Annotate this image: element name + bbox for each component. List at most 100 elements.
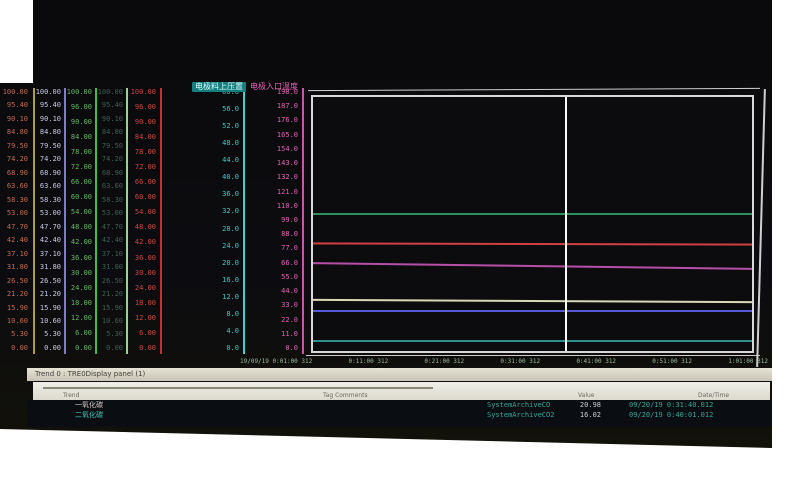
axis-tick-label: 66.0 xyxy=(281,258,298,267)
axis-header-electrode-inlet-temp[interactable]: 电极入口温度 xyxy=(250,82,298,91)
axis-tick-label: 96.00 xyxy=(70,103,92,112)
axis-tick-label: 68.90 xyxy=(6,168,28,177)
axis-tick-label: 10.60 xyxy=(39,316,61,325)
axis-tick-label: 72.00 xyxy=(134,163,156,172)
axis-tick-label: 26.50 xyxy=(6,276,28,285)
axis-tick-label: 31.80 xyxy=(6,263,28,272)
axis-tick-label: 42.00 xyxy=(70,238,92,247)
axis-tick-label: 44.0 xyxy=(222,156,239,165)
axis-tick-label: 54.00 xyxy=(134,208,156,217)
legend-header-trend: Trend xyxy=(63,392,80,399)
axis-tick-label: 33.0 xyxy=(281,301,298,310)
axis-tick-label: 132.0 xyxy=(276,173,298,182)
legend-tag-name: 二氧化碳 xyxy=(75,411,103,419)
axis-tick-label: 58.30 xyxy=(39,195,61,204)
axis-tick-label: 110.0 xyxy=(276,201,298,210)
axis-tick-label: 84.80 xyxy=(39,128,61,137)
axis-tick-label: 11.0 xyxy=(281,329,298,338)
time-axis-label: 0:31:00 312 xyxy=(500,358,541,365)
axis-tick-label: 42.40 xyxy=(101,236,123,245)
time-axis-label: 1:01:00 312 xyxy=(728,358,768,365)
axis-tick-label: 154.0 xyxy=(276,144,298,153)
axis-tick-label: 15.90 xyxy=(101,303,123,312)
trend-cursor-line[interactable] xyxy=(565,97,567,351)
axis-tick-label: 78.00 xyxy=(134,148,156,157)
plot-window-right-edge xyxy=(756,89,766,367)
axis-tick-label: 32.0 xyxy=(222,207,239,216)
axis-tick-label: 12.00 xyxy=(70,313,92,322)
axis-tick-label: 21.20 xyxy=(39,290,61,299)
axis-tick-label: 42.40 xyxy=(6,236,28,245)
axis-tick-label: 100.00 xyxy=(130,88,156,96)
axis-tick-label: 30.00 xyxy=(70,268,92,277)
axis-tick-label: 10.60 xyxy=(101,316,123,325)
axis-tick-label: 22.0 xyxy=(281,315,298,324)
legend-header-date-time: Date/Time xyxy=(698,392,730,399)
axis-tick-label: 95.40 xyxy=(39,101,61,110)
axis-tick-label: 37.10 xyxy=(101,249,123,258)
axis-tick-label: 88.0 xyxy=(281,230,298,239)
axis-tick-label: 95.40 xyxy=(101,101,123,110)
trend-plot-area[interactable] xyxy=(311,95,754,353)
axis-tick-label: 53.00 xyxy=(101,209,123,218)
axis-tick-label: 48.0 xyxy=(222,139,239,148)
axis-tick-label: 12.00 xyxy=(134,313,156,322)
axis-tick-label: 21.20 xyxy=(101,290,123,299)
axis-tick-label: 79.50 xyxy=(6,141,28,150)
axis-tick-label: 99.0 xyxy=(281,215,298,224)
axis-line-6 xyxy=(243,88,245,354)
legend-table-row[interactable]: 二氧化碳 SystemArchiveCO2 16.02 09/20/19 0:40:0… xyxy=(27,410,772,420)
axis-header-electrode-pressure[interactable]: 电极料上压置 xyxy=(192,82,246,92)
axis-scale-1: 100.00 95.40 90.10 84.80 79.50 74.20 68.90 63.6… xyxy=(0,88,28,352)
axis-tick-label: 12.0 xyxy=(222,292,239,301)
axis-tick-label: 198.0 xyxy=(276,88,298,96)
axis-tick-label: 5.30 xyxy=(44,330,61,339)
pen-magenta-trend-line xyxy=(313,262,752,270)
axis-tick-label: 78.00 xyxy=(70,148,92,157)
axis-tick-label: 84.80 xyxy=(6,128,28,137)
axis-tick-label: 66.00 xyxy=(70,178,92,187)
time-axis-label: 0:11:00 312 xyxy=(348,358,389,365)
axis-tick-label: 48.00 xyxy=(134,223,156,232)
axis-scale-5: 100.00 96.00 90.00 84.00 78.00 72.00 66.00 60.0… xyxy=(127,88,156,352)
axis-tick-label: 63.60 xyxy=(6,182,28,191)
axis-tick-label: 60.0 xyxy=(222,88,239,96)
axis-tick-label: 24.00 xyxy=(134,283,156,292)
axis-tick-label: 40.0 xyxy=(222,173,239,182)
axis-line-3 xyxy=(95,88,97,354)
axis-tick-label: 53.00 xyxy=(6,209,28,218)
axis-tick-label: 84.00 xyxy=(70,133,92,142)
axis-tick-label: 31.80 xyxy=(39,263,61,272)
axis-tick-label: 28.0 xyxy=(222,224,239,233)
axis-tick-label: 53.00 xyxy=(39,209,61,218)
legend-table-row[interactable] xyxy=(27,420,772,427)
axis-tick-label: 31.80 xyxy=(101,263,123,272)
legend-header-value: Value xyxy=(578,392,595,399)
time-scrollbar[interactable] xyxy=(43,387,433,389)
time-axis-label: 19/09/19 0:01:00 312 xyxy=(240,358,313,365)
legend-header-tag-comments: Tag Comments xyxy=(323,392,368,399)
time-axis-label: 0:51:00 312 xyxy=(652,358,693,365)
axis-tick-label: 96.00 xyxy=(134,103,156,112)
axis-tick-label: 0.00 xyxy=(44,343,61,352)
axis-tick-label: 6.00 xyxy=(139,328,156,337)
axis-tick-label: 66.00 xyxy=(134,178,156,187)
axis-tick-label: 52.0 xyxy=(222,122,239,131)
axis-tick-label: 54.00 xyxy=(70,208,92,217)
legend-tag-comment: SystemArchiveCO xyxy=(487,401,551,409)
axis-tick-label: 100.00 xyxy=(66,88,92,96)
axis-tick-label: 0.0 xyxy=(285,343,298,352)
axis-tick-label: 18.00 xyxy=(70,298,92,307)
time-axis-baseline xyxy=(306,355,760,356)
axis-tick-label: 47.70 xyxy=(39,222,61,231)
legend-tag-value: 16.02 xyxy=(579,411,601,419)
axis-tick-label: 15.90 xyxy=(39,303,61,312)
legend-tag-name: 一氧化碳 xyxy=(75,401,103,409)
legend-tag-datetime: 09/20/19 0:40:01.012 xyxy=(629,411,714,419)
axis-tick-label: 84.00 xyxy=(134,133,156,142)
axis-tick-label: 84.80 xyxy=(101,128,123,137)
axis-line-1 xyxy=(33,88,35,354)
legend-table-row[interactable]: 一氧化碳 SystemArchiveCO 20.98 09/20/19 0:31:40… xyxy=(27,400,772,410)
dcs-trend-screen: 100.00 95.40 90.10 84.80 79.50 74.20 68.90 63.6… xyxy=(0,0,772,448)
